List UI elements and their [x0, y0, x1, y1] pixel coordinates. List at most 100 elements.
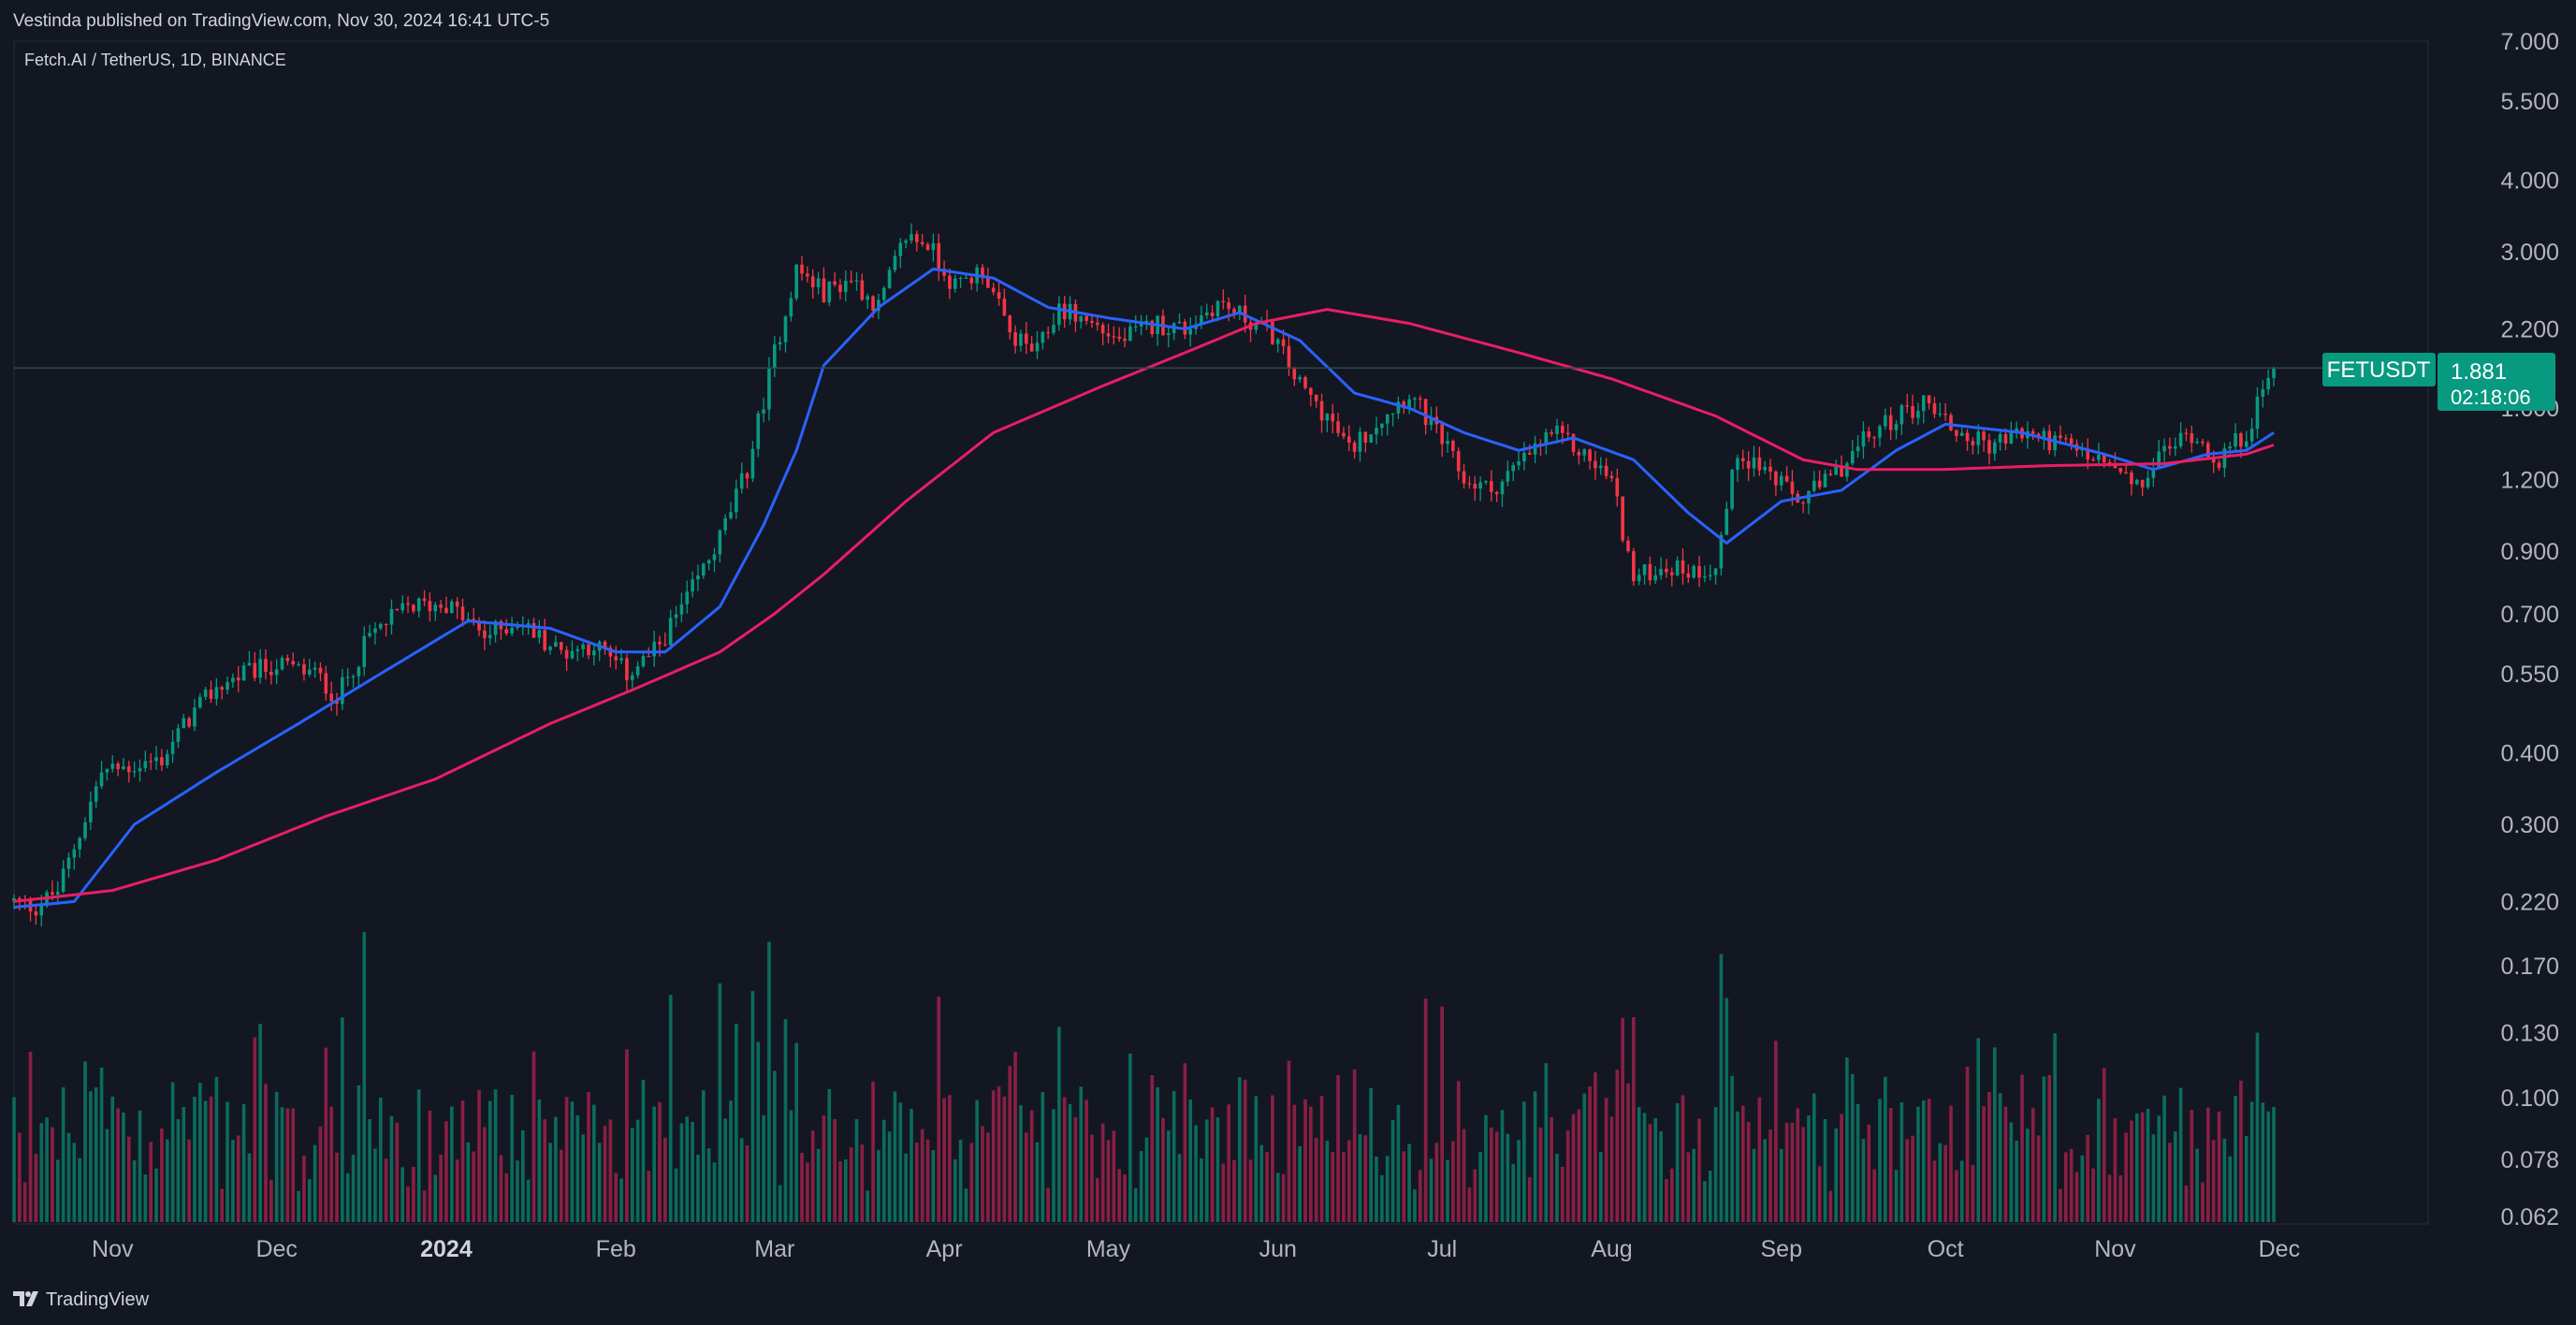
candle-body — [2086, 448, 2089, 460]
candle-body — [341, 677, 344, 705]
candle-body — [2217, 462, 2221, 468]
volume-bar — [1309, 1106, 1313, 1222]
volume-bar — [493, 1089, 498, 1222]
volume-bar — [116, 1108, 120, 1222]
candle-body — [1594, 460, 1597, 469]
candle-body — [138, 767, 142, 772]
candle-body — [1669, 572, 1674, 575]
volume-bar — [915, 1143, 919, 1222]
time-tick-5: Apr — [926, 1236, 963, 1262]
volume-bar — [2020, 1074, 2024, 1222]
volume-bar — [1139, 1151, 1143, 1222]
volume-bar — [176, 1119, 181, 1222]
volume-bar — [1057, 1027, 1061, 1222]
candle-body — [1884, 415, 1887, 427]
volume-bar — [412, 1167, 415, 1222]
volume-bar — [1884, 1076, 1887, 1222]
candle-body — [1314, 394, 1318, 401]
volume-bar — [1757, 1097, 1762, 1222]
candle-body — [126, 765, 131, 773]
volume-bar — [597, 1143, 602, 1222]
volume-bar — [1517, 1140, 1521, 1222]
volume-bar — [2195, 1148, 2199, 1222]
candle-body — [1615, 478, 1620, 497]
footer-brand[interactable]: TradingView — [46, 1289, 150, 1310]
volume-bar — [543, 1119, 547, 1222]
candle-body — [641, 656, 646, 667]
moving-average-slow — [13, 308, 2275, 903]
candle-body — [220, 687, 225, 691]
volume-bar — [1112, 1130, 1116, 1222]
candle-body — [2030, 430, 2035, 434]
volume-bar — [341, 1017, 344, 1222]
volume-bar — [1500, 1110, 1505, 1222]
candle-body — [18, 897, 22, 900]
volume-bar — [165, 1139, 169, 1222]
price-axis[interactable]: 7.0005.5004.0003.0002.2001.6001.2000.900… — [2500, 29, 2559, 1230]
volume-bar — [1451, 1141, 1455, 1222]
volume-bar — [2178, 1087, 2183, 1222]
volume-bar — [449, 1106, 454, 1222]
volume-bar — [1002, 1096, 1007, 1222]
candle-body — [931, 242, 936, 251]
volume-bar — [1319, 1096, 1324, 1222]
candle-body — [1971, 441, 1975, 445]
candle-body — [182, 718, 186, 729]
candle-body — [439, 604, 443, 608]
volume-bar — [564, 1097, 569, 1222]
volume-bar — [2102, 1068, 2106, 1222]
candle-body — [1955, 430, 1958, 436]
volume-bar — [373, 1148, 377, 1222]
candle-body — [1396, 401, 1401, 414]
candle-body — [1598, 465, 1603, 469]
candle-body — [34, 911, 38, 916]
volume-bar — [2201, 1182, 2205, 1222]
volume-bar — [1740, 1105, 1745, 1222]
candle-body — [1779, 475, 1783, 486]
tradingview-logo-icon[interactable] — [13, 1289, 41, 1308]
volume-bar — [706, 1148, 711, 1222]
top-bar: Vestinda published on TradingView.com, N… — [0, 0, 2576, 41]
volume-bar — [1921, 1099, 1926, 1222]
volume-bar — [969, 1143, 974, 1222]
candle-body — [2009, 431, 2014, 444]
candle-body — [2140, 479, 2145, 488]
volume-bar — [2091, 1168, 2095, 1222]
candle-body — [1681, 560, 1685, 574]
volume-bar — [122, 1113, 125, 1222]
candle-body — [324, 673, 328, 694]
volume-bar — [948, 1095, 952, 1222]
candle-body — [1692, 565, 1696, 578]
candle-body — [778, 342, 782, 345]
candle-body — [231, 677, 235, 683]
candle-body — [154, 757, 158, 762]
volume-bar — [772, 1070, 777, 1222]
volume-bar — [2003, 1106, 2008, 1222]
candle-body — [2146, 477, 2150, 488]
volume-bar — [849, 1147, 853, 1222]
volume-bar — [455, 1159, 459, 1222]
candle-body — [1462, 471, 1466, 484]
candle-body — [2015, 428, 2018, 432]
candle-body — [1703, 575, 1707, 578]
badge-countdown: 02:18:06 — [2451, 386, 2531, 409]
candle-body — [543, 630, 547, 650]
candle-body — [1943, 413, 1947, 415]
candle-body — [1215, 300, 1220, 316]
candle-body — [915, 234, 919, 242]
volume-bar — [1084, 1099, 1088, 1222]
candle-body — [2228, 446, 2233, 449]
candle-body — [2135, 479, 2139, 485]
volume-bar — [444, 1121, 448, 1222]
candle-body — [1511, 465, 1516, 472]
candle-body — [531, 622, 536, 638]
candle-body — [1232, 309, 1236, 313]
time-axis[interactable]: Nov Dec 2024 Feb Mar Apr May Jun Jul Aug Sep Oct Nov… — [92, 1236, 2300, 1262]
volume-bar — [1697, 1118, 1701, 1222]
candle-body — [1823, 473, 1827, 488]
candles-layer — [12, 223, 2276, 927]
candle-body — [1369, 434, 1373, 443]
candle-body — [1856, 446, 1860, 451]
volume-bar — [674, 1168, 678, 1222]
